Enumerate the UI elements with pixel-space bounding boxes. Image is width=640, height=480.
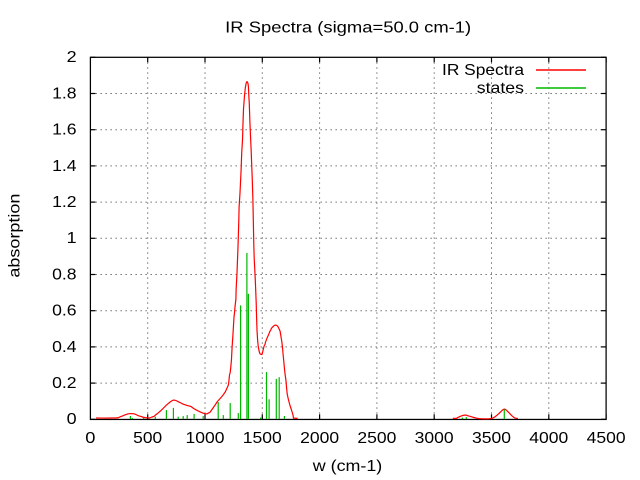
svg-text:500: 500 xyxy=(133,430,162,447)
svg-text:absorption: absorption xyxy=(6,194,23,278)
svg-text:2500: 2500 xyxy=(357,430,396,447)
svg-text:1.8: 1.8 xyxy=(52,85,77,102)
svg-text:2: 2 xyxy=(67,49,77,66)
svg-text:0.8: 0.8 xyxy=(52,266,77,283)
svg-text:IR Spectra: IR Spectra xyxy=(442,62,524,79)
svg-text:w (cm-1): w (cm-1) xyxy=(312,458,383,475)
svg-text:1.4: 1.4 xyxy=(52,158,77,175)
svg-text:1.6: 1.6 xyxy=(52,122,77,139)
svg-text:1000: 1000 xyxy=(186,430,225,447)
svg-text:3000: 3000 xyxy=(415,430,454,447)
svg-text:IR Spectra (sigma=50.0 cm-1): IR Spectra (sigma=50.0 cm-1) xyxy=(225,19,471,36)
svg-text:0.4: 0.4 xyxy=(52,339,77,356)
svg-text:4500: 4500 xyxy=(587,430,626,447)
svg-text:0.6: 0.6 xyxy=(52,303,77,320)
svg-text:states: states xyxy=(477,80,524,97)
svg-text:0: 0 xyxy=(67,411,77,428)
svg-text:1: 1 xyxy=(67,230,77,247)
svg-text:1500: 1500 xyxy=(243,430,282,447)
svg-text:4000: 4000 xyxy=(529,430,568,447)
svg-text:3500: 3500 xyxy=(472,430,511,447)
svg-text:0: 0 xyxy=(85,430,95,447)
svg-text:0.2: 0.2 xyxy=(52,375,77,392)
svg-text:1.2: 1.2 xyxy=(52,194,77,211)
svg-text:2000: 2000 xyxy=(300,430,339,447)
